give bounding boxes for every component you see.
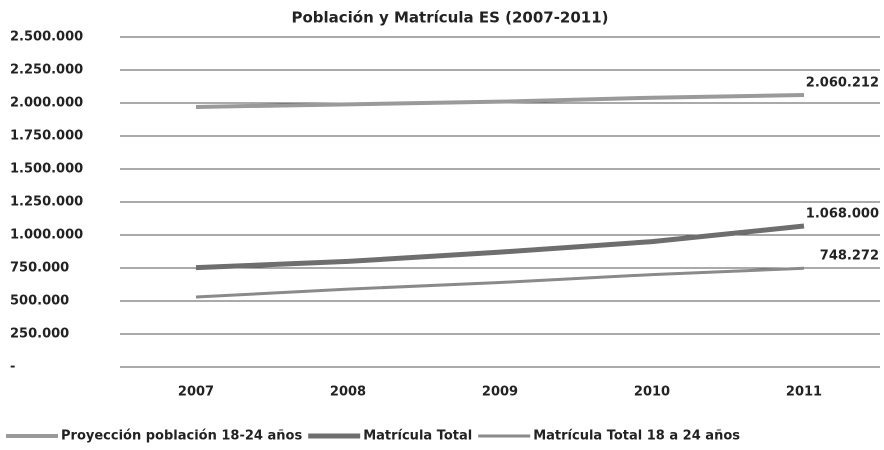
x-tick-label: 2011 <box>786 385 822 400</box>
y-tick-label: 500.000 <box>10 294 69 309</box>
x-tick-label: 2009 <box>482 385 518 400</box>
y-tick-label: 1.750.000 <box>10 129 83 144</box>
series-line <box>195 223 805 271</box>
y-tick-label: 1.500.000 <box>10 162 83 177</box>
x-tick-label: 2008 <box>330 385 366 400</box>
y-tick-label: 2.000.000 <box>10 96 83 111</box>
series-line <box>195 93 805 109</box>
legend-label: Proyección población 18-24 años <box>61 429 302 444</box>
chart-title: Población y Matrícula ES (2007-2011) <box>291 9 608 27</box>
y-tick-label: 750.000 <box>10 261 69 276</box>
data-label: 2.060.212 <box>806 76 879 91</box>
y-tick-label: 1.000.000 <box>10 228 83 243</box>
legend-label: Matrícula Total <box>363 429 472 444</box>
x-tick-label: 2007 <box>178 385 214 400</box>
y-tick-label: 1.250.000 <box>10 195 83 210</box>
y-tick-label: - <box>10 360 15 375</box>
x-tick-label: 2010 <box>634 385 670 400</box>
series-line <box>195 266 805 299</box>
y-tick-label: 2.500.000 <box>10 30 83 45</box>
legend-label: Matrícula Total 18 a 24 años <box>533 429 740 444</box>
data-label: 1.068.000 <box>806 207 879 222</box>
y-tick-label: 2.250.000 <box>10 63 83 78</box>
data-label: 748.272 <box>820 249 879 264</box>
y-tick-label: 250.000 <box>10 327 69 342</box>
